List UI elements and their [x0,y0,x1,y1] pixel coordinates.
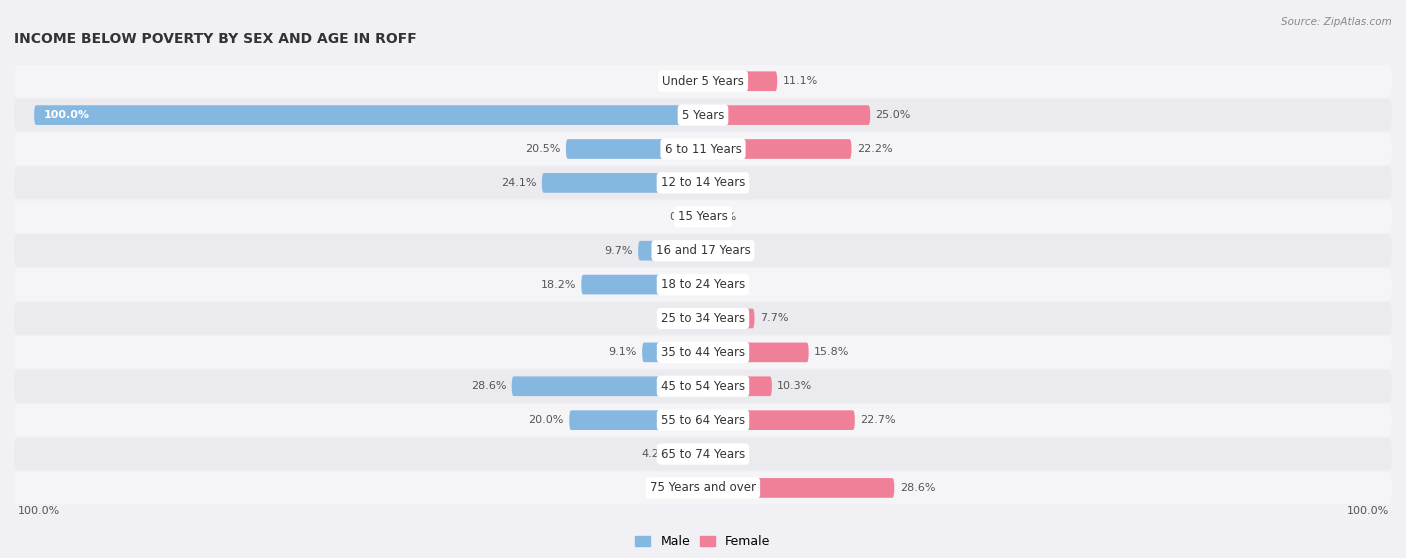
FancyBboxPatch shape [703,343,808,362]
FancyBboxPatch shape [703,309,755,328]
FancyBboxPatch shape [638,241,703,261]
Text: 25.0%: 25.0% [876,110,911,120]
FancyBboxPatch shape [14,370,1392,402]
FancyBboxPatch shape [703,105,870,125]
Text: 5 Years: 5 Years [682,109,724,122]
Text: 0.0%: 0.0% [709,449,737,459]
Text: 20.5%: 20.5% [526,144,561,154]
Text: 10.3%: 10.3% [778,381,813,391]
Text: 0.0%: 0.0% [669,314,697,324]
Text: Source: ZipAtlas.com: Source: ZipAtlas.com [1281,17,1392,27]
Text: 0.0%: 0.0% [709,280,737,290]
Text: 9.1%: 9.1% [609,348,637,357]
FancyBboxPatch shape [675,444,703,464]
Text: 22.7%: 22.7% [860,415,896,425]
Text: 0.0%: 0.0% [669,76,697,86]
FancyBboxPatch shape [14,133,1392,165]
FancyBboxPatch shape [703,71,778,91]
FancyBboxPatch shape [34,105,703,125]
FancyBboxPatch shape [565,139,703,159]
Legend: Male, Female: Male, Female [636,535,770,549]
FancyBboxPatch shape [14,200,1392,233]
Text: 16 and 17 Years: 16 and 17 Years [655,244,751,257]
Text: 65 to 74 Years: 65 to 74 Years [661,448,745,460]
Text: 24.1%: 24.1% [501,178,537,188]
FancyBboxPatch shape [569,410,703,430]
FancyBboxPatch shape [14,438,1392,470]
Text: 11.1%: 11.1% [783,76,818,86]
FancyBboxPatch shape [703,410,855,430]
Text: 9.7%: 9.7% [605,246,633,256]
Text: 100.0%: 100.0% [44,110,90,120]
Text: 0.0%: 0.0% [669,483,697,493]
Text: 75 Years and over: 75 Years and over [650,482,756,494]
FancyBboxPatch shape [512,377,703,396]
Text: 100.0%: 100.0% [17,506,59,516]
Text: 4.2%: 4.2% [641,449,669,459]
Text: 55 to 64 Years: 55 to 64 Years [661,413,745,427]
FancyBboxPatch shape [14,472,1392,504]
Text: 28.6%: 28.6% [471,381,506,391]
FancyBboxPatch shape [14,404,1392,436]
FancyBboxPatch shape [14,99,1392,131]
Text: 0.0%: 0.0% [669,212,697,222]
FancyBboxPatch shape [703,478,894,498]
Text: 0.0%: 0.0% [709,212,737,222]
FancyBboxPatch shape [581,275,703,295]
FancyBboxPatch shape [14,234,1392,267]
Text: 0.0%: 0.0% [709,246,737,256]
FancyBboxPatch shape [643,343,703,362]
Text: 45 to 54 Years: 45 to 54 Years [661,380,745,393]
Text: 0.0%: 0.0% [709,178,737,188]
Text: INCOME BELOW POVERTY BY SEX AND AGE IN ROFF: INCOME BELOW POVERTY BY SEX AND AGE IN R… [14,32,416,46]
FancyBboxPatch shape [14,65,1392,98]
FancyBboxPatch shape [14,302,1392,335]
Text: 20.0%: 20.0% [529,415,564,425]
Text: 15 Years: 15 Years [678,210,728,223]
Text: 28.6%: 28.6% [900,483,935,493]
Text: 12 to 14 Years: 12 to 14 Years [661,176,745,189]
Text: 6 to 11 Years: 6 to 11 Years [665,142,741,156]
Text: 18.2%: 18.2% [540,280,576,290]
FancyBboxPatch shape [703,139,852,159]
Text: 22.2%: 22.2% [856,144,893,154]
Text: 18 to 24 Years: 18 to 24 Years [661,278,745,291]
FancyBboxPatch shape [14,268,1392,301]
FancyBboxPatch shape [703,377,772,396]
Text: 15.8%: 15.8% [814,348,849,357]
Text: 35 to 44 Years: 35 to 44 Years [661,346,745,359]
FancyBboxPatch shape [541,173,703,193]
Text: 100.0%: 100.0% [1347,506,1389,516]
Text: 25 to 34 Years: 25 to 34 Years [661,312,745,325]
Text: 7.7%: 7.7% [759,314,789,324]
Text: Under 5 Years: Under 5 Years [662,75,744,88]
FancyBboxPatch shape [14,167,1392,199]
FancyBboxPatch shape [14,336,1392,369]
